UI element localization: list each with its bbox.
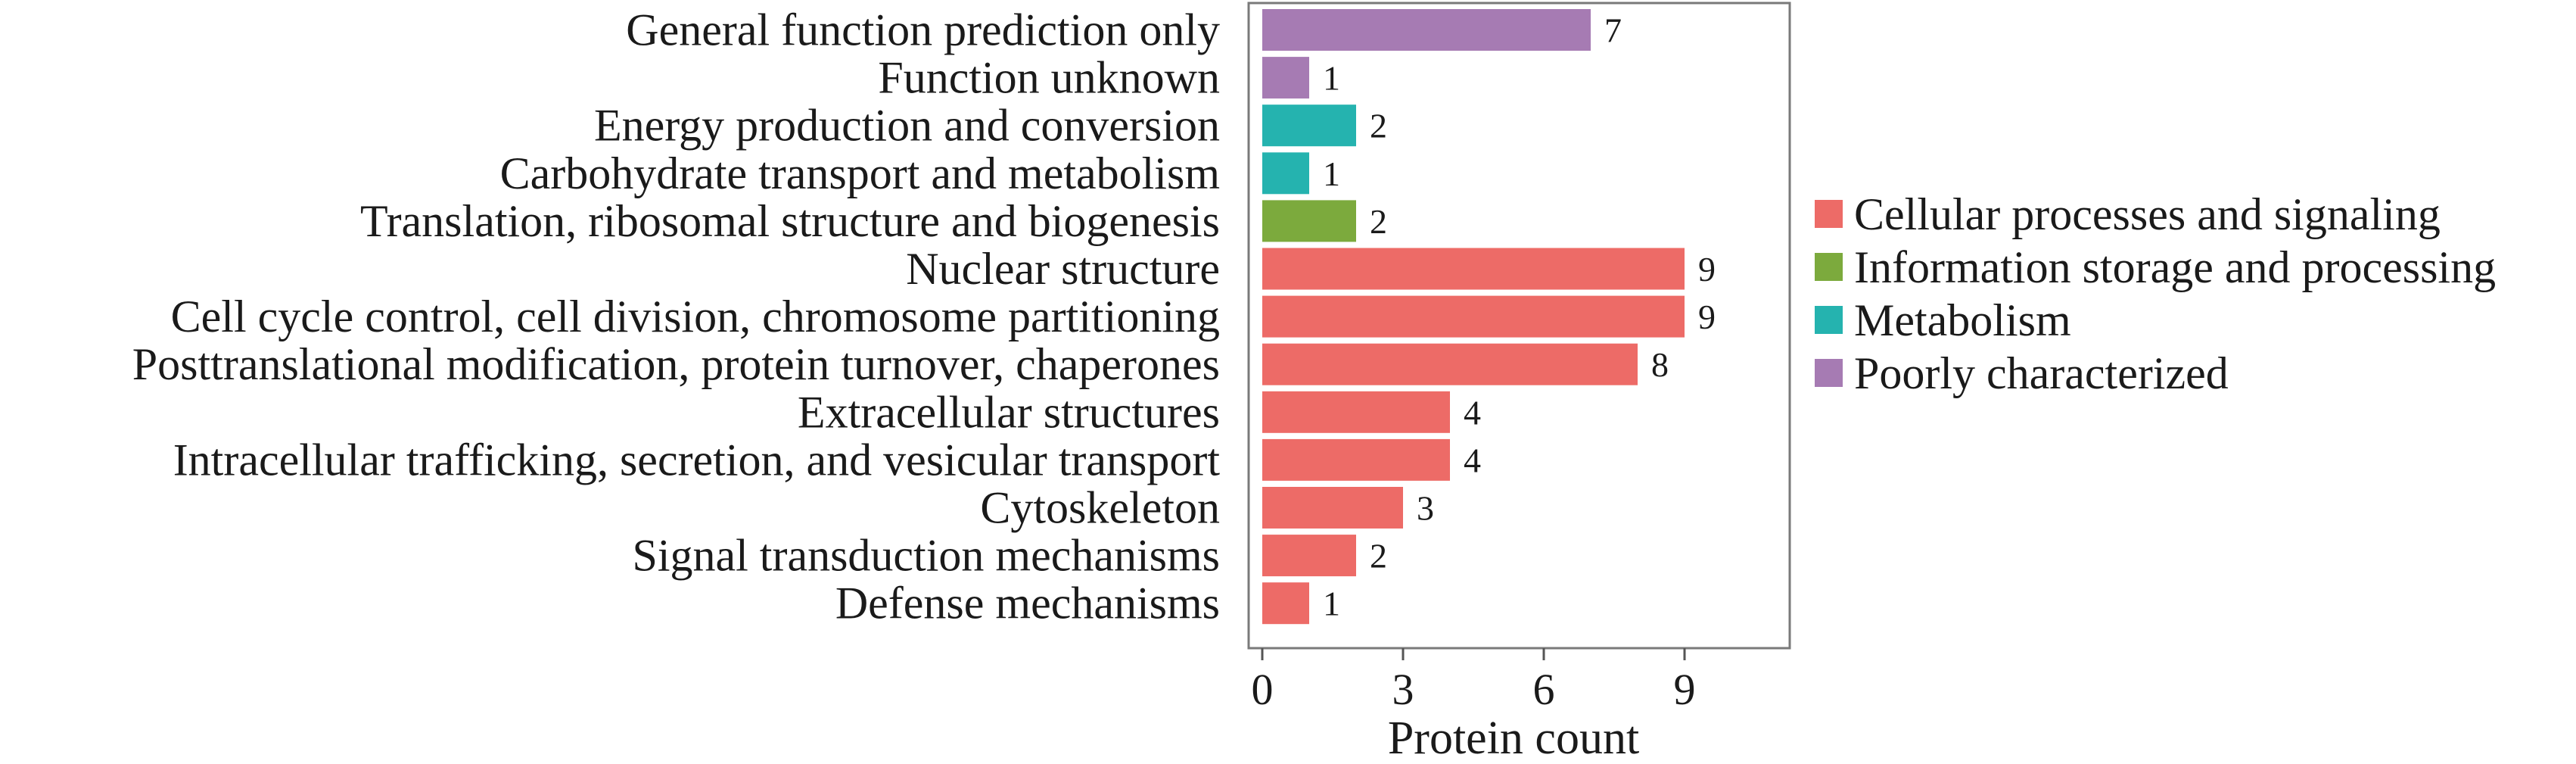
category-label: Extracellular structures [798,387,1220,437]
x-tick-label: 9 [1674,665,1696,714]
data-label: 8 [1651,345,1669,384]
plot-frame [1247,2,1791,650]
data-label: 1 [1323,59,1340,98]
data-label: 7 [1604,11,1622,50]
data-label: 4 [1464,393,1481,432]
x-tick-label: 3 [1392,665,1414,714]
x-axis-title: Protein count [1388,713,1639,760]
bar [1262,57,1309,99]
category-label: Cell cycle control, cell division, chrom… [171,292,1220,341]
data-label: 1 [1323,154,1340,193]
legend-swatch [1815,200,1843,228]
bar [1262,9,1591,51]
category-label: Signal transduction mechanisms [632,531,1220,581]
category-label: Energy production and conversion [594,101,1220,151]
legend-label: Poorly characterized [1854,348,2229,398]
category-label: Nuclear structure [906,244,1220,294]
category-label: Defense mechanisms [835,578,1220,628]
category-label: General function prediction only [626,5,1220,55]
x-axis: 0 3 6 9 [1252,648,1696,714]
bar [1262,295,1685,338]
category-label: Translation, ribosomal structure and bio… [360,196,1220,246]
bar [1262,248,1685,290]
category-label: Intracellular trafficking, secretion, an… [173,435,1221,485]
data-label: 2 [1370,202,1387,241]
data-label: 2 [1370,107,1387,145]
bars-group [1262,9,1685,625]
legend-label: Cellular processes and signaling [1854,189,2441,239]
bar [1262,487,1403,529]
legend-label: Information storage and processing [1854,242,2496,292]
category-label: Cytoskeleton [980,483,1220,533]
category-labels: General function prediction onlyFunction… [132,5,1221,628]
bar [1262,343,1638,385]
category-label: Posttranslational modification, protein … [132,339,1220,389]
x-tick-label: 6 [1533,665,1555,714]
legend-swatch [1815,359,1843,387]
bar [1262,152,1309,195]
bar [1262,582,1309,625]
category-label: Carbohydrate transport and metabolism [500,148,1220,198]
data-label: 9 [1698,250,1716,288]
bar [1262,438,1450,481]
legend-swatch [1815,306,1843,334]
bar [1262,535,1356,577]
data-label: 9 [1698,298,1716,336]
data-label: 2 [1370,537,1387,575]
bar [1262,200,1356,242]
data-label: 1 [1323,585,1340,623]
data-label: 4 [1464,441,1481,479]
category-label: Function unknown [878,53,1220,103]
bar [1262,391,1450,433]
bar [1262,104,1356,147]
data-label: 3 [1417,489,1434,528]
legend: Cellular processes and signalingInformat… [1815,189,2496,398]
legend-swatch [1815,253,1843,281]
x-tick-label: 0 [1252,665,1274,714]
legend-label: Metabolism [1854,295,2071,345]
